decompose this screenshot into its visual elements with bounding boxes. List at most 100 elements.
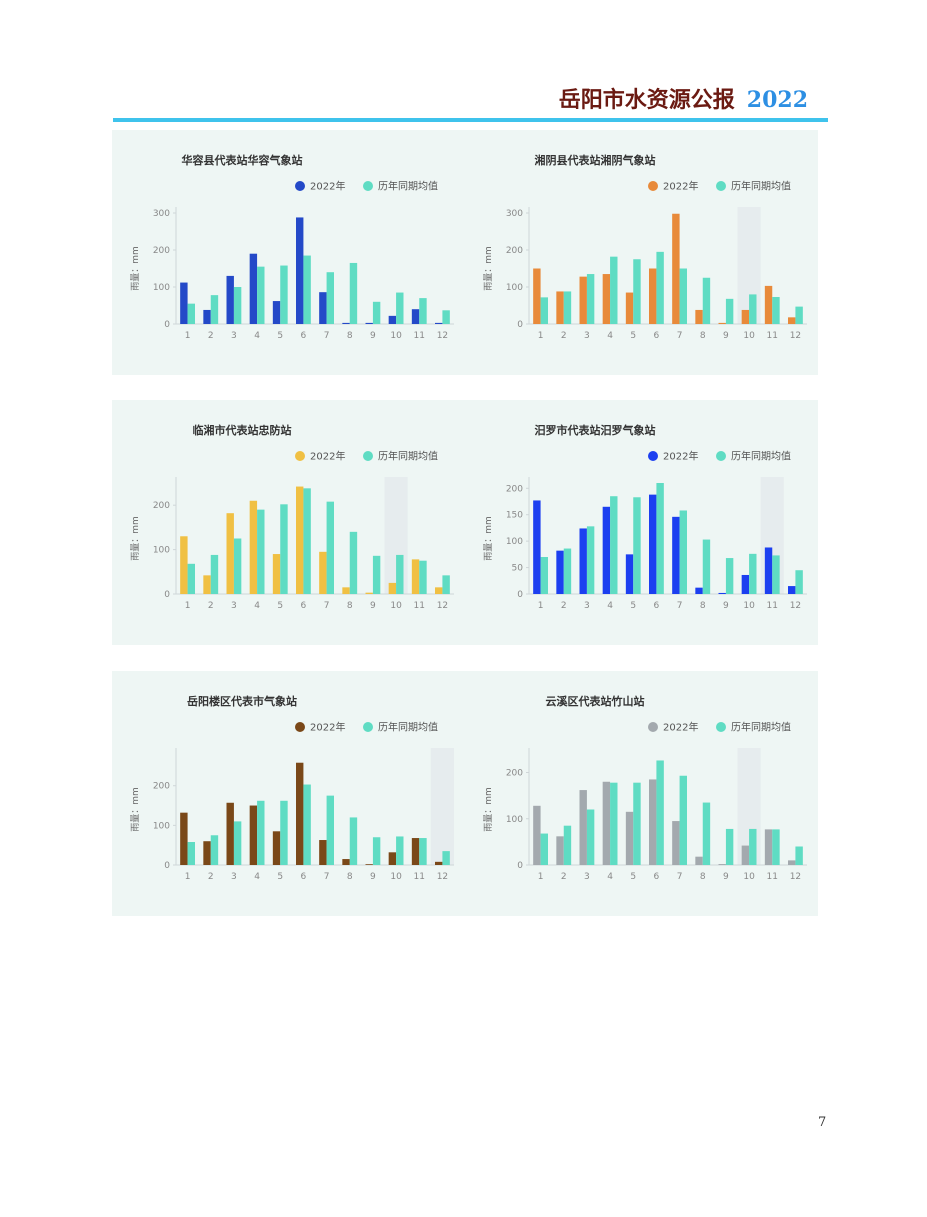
- y-tick-label: 0: [164, 861, 170, 871]
- x-tick-label: 10: [390, 331, 402, 341]
- x-tick-label: 12: [790, 601, 801, 611]
- x-tick-label: 2: [561, 331, 567, 341]
- x-tick-label: 7: [677, 872, 683, 882]
- bar-average-10: [749, 553, 757, 594]
- bar-average-11: [419, 838, 427, 865]
- bar-average-12: [442, 310, 450, 324]
- legend-swatch-0: [295, 451, 305, 461]
- bar-average-9: [725, 298, 734, 324]
- x-tick-label: 4: [254, 872, 260, 882]
- bar-year-1: [180, 536, 188, 594]
- bar-year-6: [649, 268, 657, 324]
- bar-year-7: [319, 551, 327, 594]
- x-tick-label: 12: [437, 331, 448, 341]
- bar-year-6: [649, 779, 657, 865]
- bar-year-5: [625, 554, 634, 594]
- bar-year-2: [556, 550, 564, 594]
- bar-year-5: [272, 554, 281, 594]
- x-tick-label: 12: [790, 872, 801, 882]
- x-tick-label: 5: [277, 331, 283, 341]
- chart-title: 临湘市代表站忠防站: [193, 423, 292, 437]
- x-tick-label: 9: [370, 331, 376, 341]
- legend-swatch-0: [295, 722, 305, 732]
- bar-year-2: [556, 836, 564, 865]
- x-tick-label: 5: [277, 872, 283, 882]
- bar-average-7: [679, 510, 687, 594]
- y-axis-label: 雨量：mm: [130, 787, 141, 832]
- bar-year-9: [365, 864, 373, 865]
- bar-average-6: [656, 251, 664, 324]
- bar-year-1: [533, 805, 541, 865]
- bar-year-8: [695, 309, 703, 324]
- bar-year-12: [788, 860, 796, 865]
- bar-average-5: [633, 497, 641, 594]
- chart-title: 湘阴县代表站湘阴气象站: [535, 153, 656, 167]
- x-tick-label: 10: [390, 872, 402, 882]
- bar-year-12: [435, 587, 443, 594]
- chart-panel-row-1: [112, 130, 818, 375]
- bar-year-8: [342, 587, 350, 594]
- bar-average-7: [679, 268, 687, 324]
- bar-year-12: [788, 317, 796, 324]
- bar-year-9: [718, 592, 726, 594]
- bar-average-3: [586, 274, 595, 324]
- bar-average-8: [702, 277, 711, 324]
- bar-average-1: [540, 833, 548, 865]
- legend-label-1: 历年同期均值: [378, 180, 438, 193]
- x-tick-label: 6: [301, 601, 307, 611]
- bar-average-7: [679, 775, 687, 865]
- x-tick-label: 8: [700, 872, 706, 882]
- bar-year-5: [272, 831, 281, 865]
- hover-band: [737, 207, 761, 324]
- x-tick-label: 9: [723, 601, 729, 611]
- legend-swatch-1: [363, 451, 373, 461]
- bar-average-5: [280, 800, 288, 865]
- bar-year-10: [741, 574, 750, 594]
- x-tick-label: 7: [677, 331, 683, 341]
- bar-average-4: [610, 256, 618, 324]
- legend-swatch-0: [648, 451, 658, 461]
- x-tick-label: 5: [630, 331, 636, 341]
- x-tick-label: 11: [767, 601, 778, 611]
- bar-average-2: [563, 825, 572, 865]
- bar-year-4: [602, 274, 611, 324]
- x-tick-label: 3: [584, 872, 590, 882]
- x-tick-label: 10: [390, 601, 402, 611]
- bar-year-9: [718, 322, 726, 324]
- bar-year-10: [388, 852, 397, 865]
- x-tick-label: 7: [324, 872, 330, 882]
- bar-average-5: [633, 782, 641, 865]
- bar-year-7: [319, 840, 327, 865]
- bar-average-3: [233, 821, 242, 865]
- legend-swatch-0: [648, 722, 658, 732]
- x-tick-label: 6: [654, 872, 660, 882]
- legend-swatch-1: [716, 181, 726, 191]
- x-tick-label: 1: [538, 331, 544, 341]
- bar-year-7: [672, 516, 680, 594]
- bar-year-10: [388, 582, 397, 594]
- bar-year-2: [556, 291, 564, 324]
- bar-year-12: [788, 586, 796, 594]
- y-tick-label: 100: [153, 283, 170, 293]
- bar-average-7: [326, 795, 334, 865]
- x-tick-label: 11: [414, 331, 425, 341]
- bar-average-12: [795, 846, 803, 865]
- bar-year-3: [226, 275, 234, 324]
- x-tick-label: 6: [301, 331, 307, 341]
- y-tick-label: 200: [506, 246, 523, 256]
- bar-average-8: [349, 262, 358, 324]
- bar-average-8: [349, 817, 358, 865]
- bar-average-1: [187, 303, 195, 324]
- bar-average-12: [442, 575, 450, 594]
- bar-year-5: [625, 292, 634, 324]
- x-tick-label: 3: [584, 331, 590, 341]
- x-tick-label: 11: [767, 331, 778, 341]
- y-axis-label: 雨量：mm: [483, 787, 494, 832]
- header-divider: [113, 118, 828, 122]
- bar-year-3: [579, 276, 587, 324]
- bar-year-6: [296, 217, 304, 324]
- bar-year-7: [672, 821, 680, 865]
- x-tick-label: 4: [607, 601, 613, 611]
- legend-label-0: 2022年: [310, 721, 345, 734]
